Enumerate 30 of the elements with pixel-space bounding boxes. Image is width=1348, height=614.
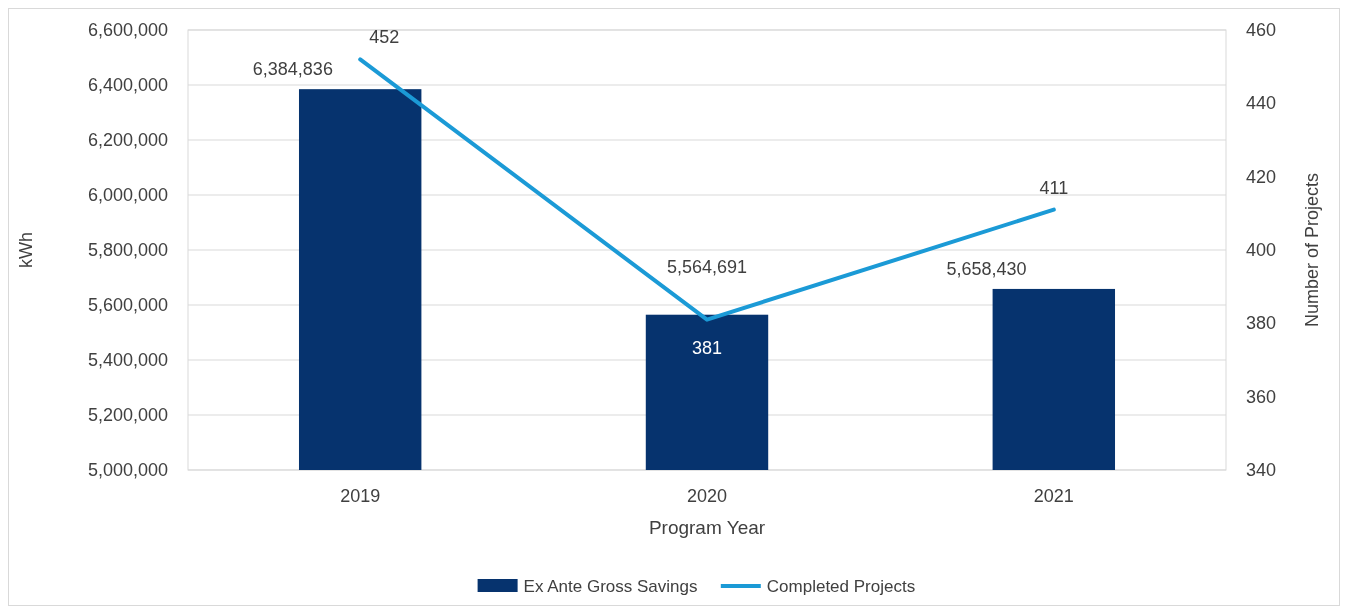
y2-tick-label: 380 <box>1246 313 1277 334</box>
data-label: 381 <box>691 337 723 358</box>
data-label: 5,564,691 <box>666 256 748 277</box>
y2-tick-label: 420 <box>1246 166 1277 187</box>
y-tick-label: 5,200,000 <box>87 405 168 425</box>
y2-tick-label: 400 <box>1246 240 1277 260</box>
data-label: 5,658,430 <box>946 258 1027 279</box>
legend-label: Ex Ante Gross Savings <box>523 576 698 596</box>
y2-axis-title: Number of Projects <box>1302 172 1322 328</box>
y-tick-label: 6,400,000 <box>87 75 168 95</box>
y-tick-label: 6,000,000 <box>87 185 168 205</box>
legend-label: Completed Projects <box>766 576 916 596</box>
data-label: 452 <box>369 27 400 48</box>
data-label: 411 <box>1039 177 1069 198</box>
y-tick-label: 5,400,000 <box>87 350 168 370</box>
y-tick-label: 5,800,000 <box>87 240 168 260</box>
y-tick-label: 5,000,000 <box>87 460 168 480</box>
x-tick-label: 2019 <box>340 486 381 506</box>
data-label: 6,384,836 <box>252 59 333 80</box>
y-tick-label: 6,200,000 <box>87 130 168 150</box>
y-axis-title: kWh <box>16 232 36 268</box>
y2-tick-label: 360 <box>1246 386 1277 407</box>
x-tick-label: 2021 <box>1033 486 1074 506</box>
y2-tick-label: 340 <box>1246 460 1277 480</box>
y2-tick-label: 440 <box>1246 93 1277 114</box>
y-tick-label: 6,600,000 <box>87 20 168 40</box>
y2-tick-label: 460 <box>1246 20 1277 40</box>
x-axis-title: Program Year <box>648 517 766 538</box>
y-tick-label: 5,600,000 <box>87 295 168 315</box>
x-tick-label: 2020 <box>686 486 728 506</box>
